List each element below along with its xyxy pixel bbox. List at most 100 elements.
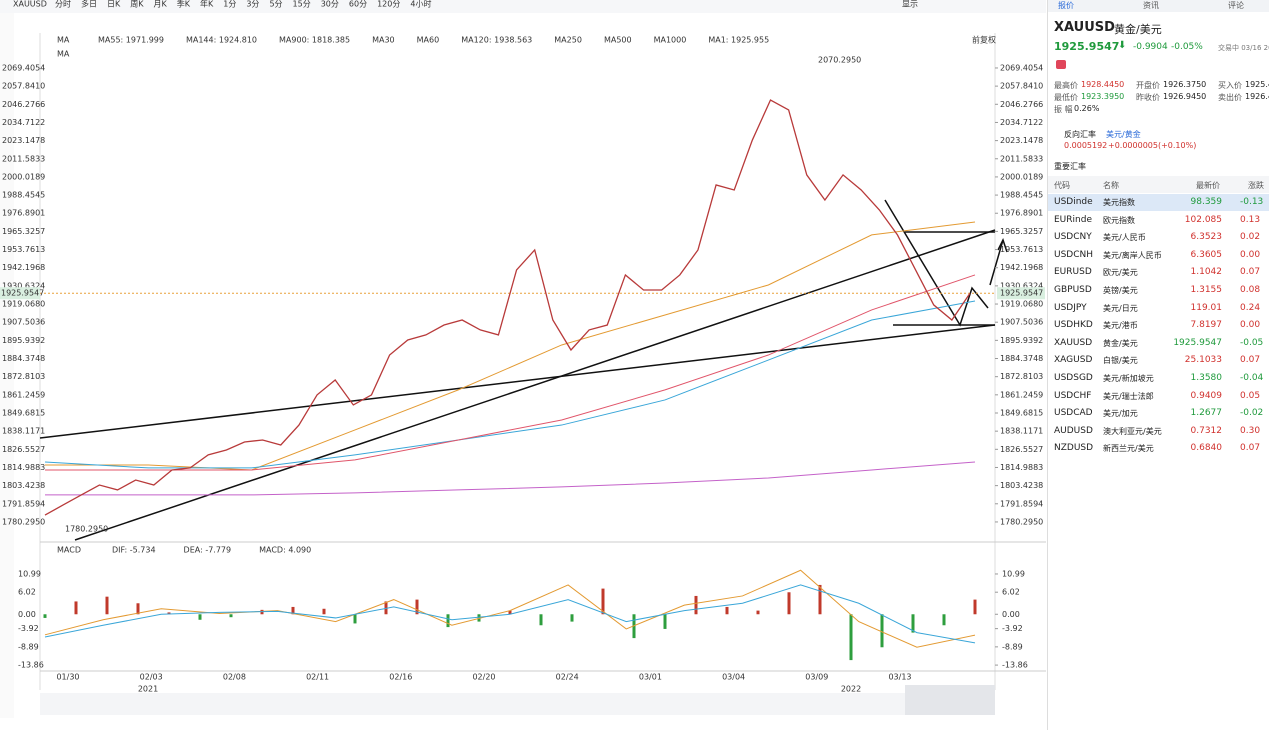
quote-change: 0.00: [1240, 320, 1261, 331]
panel-tab[interactable]: 报价: [1058, 1, 1074, 10]
quote-code: AUDUSD: [1054, 425, 1093, 436]
macd-tick-label: -3.92: [18, 624, 39, 633]
period-tab[interactable]: 分时: [55, 0, 71, 9]
y-tick-label-right: 1884.3748: [1000, 354, 1043, 363]
adjust[interactable]: 前复权: [972, 35, 996, 45]
symbol[interactable]: XAUUSD: [13, 0, 47, 9]
y-tick-label-right: 1953.7613: [1000, 245, 1043, 254]
quote-row[interactable]: USDHKD 美元/港币 7.8197 0.00: [1048, 317, 1269, 334]
quote-row[interactable]: NZDUSD 新西兰元/美元 0.6840 0.07: [1048, 440, 1269, 457]
quote-row[interactable]: USDCNH 美元/离岸人民币 6.3605 0.00: [1048, 247, 1269, 264]
ma-legend: MA1000: [654, 36, 687, 45]
quote-row[interactable]: XAUUSD 黄金/美元 1925.9547 -0.05: [1048, 335, 1269, 352]
ma-legend: MA1: 1925.955: [708, 36, 769, 45]
y-tick-label: 2000.0189: [2, 172, 45, 181]
period-tab[interactable]: 多日: [81, 0, 97, 9]
x-tick-label: 02/20: [472, 673, 495, 682]
period-tab[interactable]: 4小时: [410, 0, 431, 9]
quote-price: 1925.9547: [1173, 337, 1222, 348]
quote-code: USDCNH: [1054, 249, 1094, 260]
quote-row[interactable]: USDinde 美元指数 98.359 -0.13: [1048, 194, 1269, 211]
y-tick-label: 1884.3748: [2, 354, 45, 363]
y-tick-label-right: 1907.5036: [1000, 318, 1043, 327]
macd-tick-label: 0.00: [18, 610, 36, 619]
stat-label: 最高价: [1054, 81, 1078, 90]
dea-line: [44, 584, 976, 644]
quote-row[interactable]: USDSGD 美元/新加坡元 1.3580 -0.04: [1048, 370, 1269, 387]
y-tick-label-right: 2034.7122: [1000, 118, 1043, 127]
period-tab[interactable]: 日K: [107, 0, 121, 9]
quote-row[interactable]: USDCHF 美元/瑞士法郎 0.9409 0.05: [1048, 388, 1269, 405]
quote-code: USDCAD: [1054, 408, 1093, 419]
quote-row[interactable]: GBPUSD 英镑/美元 1.3155 0.08: [1048, 282, 1269, 299]
quote-price: 1.3580: [1190, 373, 1223, 383]
y-tick-label-right: 1942.1968: [1000, 263, 1043, 272]
stat-label: 开盘价: [1136, 81, 1160, 90]
quote-change: 0.24: [1240, 302, 1261, 313]
period-tab[interactable]: 60分: [349, 0, 367, 9]
indicator: MA: [57, 36, 70, 45]
scroller[interactable]: [40, 693, 995, 715]
y-tick-label-right: 1988.4545: [1000, 191, 1043, 200]
period-tab[interactable]: 120分: [377, 0, 400, 9]
column-header: 最新价: [1196, 181, 1220, 190]
y-tick-label: 1861.2459: [2, 390, 45, 399]
quote-price: 0.9409: [1190, 390, 1223, 401]
period-tab[interactable]: 30分: [321, 0, 339, 9]
y-tick-label-right: 1965.3257: [1000, 227, 1043, 236]
quote-code: USDJPY: [1054, 302, 1087, 313]
macd-tick-label: -8.89: [18, 642, 39, 651]
y-tick-label: 1826.5527: [2, 445, 45, 454]
period-tab[interactable]: 15分: [293, 0, 311, 9]
quote-change: -0.04: [1240, 373, 1264, 383]
period-tab[interactable]: 季K: [177, 0, 191, 9]
high-label: 2070.2950: [818, 56, 861, 65]
quote-price: 1.3155: [1190, 285, 1223, 295]
quote-row[interactable]: USDCNY 美元/人民币 6.3523 0.02: [1048, 229, 1269, 246]
macd-tick-label-right: 10.99: [1002, 569, 1025, 578]
y-tick-label: 1838.1171: [2, 427, 45, 436]
quote-price: 25.1033: [1184, 355, 1222, 366]
period-tab[interactable]: 月K: [154, 0, 168, 9]
y-tick-label-right: 1826.5527: [1000, 445, 1043, 454]
quote-price: 1.1042: [1190, 267, 1223, 278]
y-tick-label-right: 2046.2766: [1000, 100, 1043, 109]
tab-bar: [1048, 0, 1269, 12]
y-tick-label-right: 1838.1171: [1000, 427, 1043, 436]
quote-row[interactable]: AUDUSD 澳大利亚元/美元 0.7312 0.30: [1048, 423, 1269, 440]
quote-price: 102.085: [1184, 214, 1222, 225]
macd-tick-label: -13.86: [18, 661, 44, 670]
quote-name: 美元/加元: [1103, 409, 1138, 419]
quote-code: USDCHF: [1054, 390, 1092, 401]
quote-row[interactable]: EURUSD 欧元/美元 1.1042 0.07: [1048, 264, 1269, 281]
quote-row[interactable]: XAGUSD 白银/美元 25.1033 0.07: [1048, 352, 1269, 369]
quote-row[interactable]: EURinde 欧元指数 102.085 0.13: [1048, 212, 1269, 229]
display-menu[interactable]: 显示: [902, 0, 918, 9]
period-tab[interactable]: 3分: [246, 0, 259, 9]
quote-row[interactable]: USDJPY 美元/日元 119.01 0.24: [1048, 300, 1269, 317]
x-tick-label: 02/11: [306, 673, 329, 682]
panel-tab[interactable]: 评论: [1228, 1, 1244, 10]
last-price-tag: [0, 287, 40, 300]
year-label: 2021: [138, 685, 158, 694]
period-tab[interactable]: 年K: [200, 0, 214, 9]
y-tick-label: 1895.9392: [2, 336, 45, 345]
y-tick-label: 1791.8594: [2, 499, 45, 508]
quote-row[interactable]: USDCAD 美元/加元 1.2677 -0.02: [1048, 405, 1269, 422]
year-label: 2022: [841, 685, 861, 694]
macd-tick-label-right: -13.86: [1002, 661, 1028, 670]
period-tab[interactable]: 5分: [269, 0, 282, 9]
quote-name: 美元/人民币: [1103, 233, 1146, 243]
reverse-price: 0.0005192: [1064, 141, 1108, 150]
scroller-thumb[interactable]: [905, 685, 995, 715]
y-tick-label-right: 2069.4054: [1000, 63, 1043, 72]
ma-legend: MA60: [417, 36, 440, 45]
reverse-change: +0.0000005(+0.10%): [1108, 141, 1197, 150]
panel-tab[interactable]: 资讯: [1143, 1, 1159, 10]
macd-tick-label-right: -8.89: [1002, 642, 1023, 651]
period-tab[interactable]: 周K: [130, 0, 144, 9]
alert-icon: [1056, 60, 1066, 69]
reverse-pair[interactable]: 美元/黄金: [1106, 130, 1141, 139]
period-tab[interactable]: 1分: [223, 0, 236, 9]
macd-title: MACD: [57, 546, 81, 555]
